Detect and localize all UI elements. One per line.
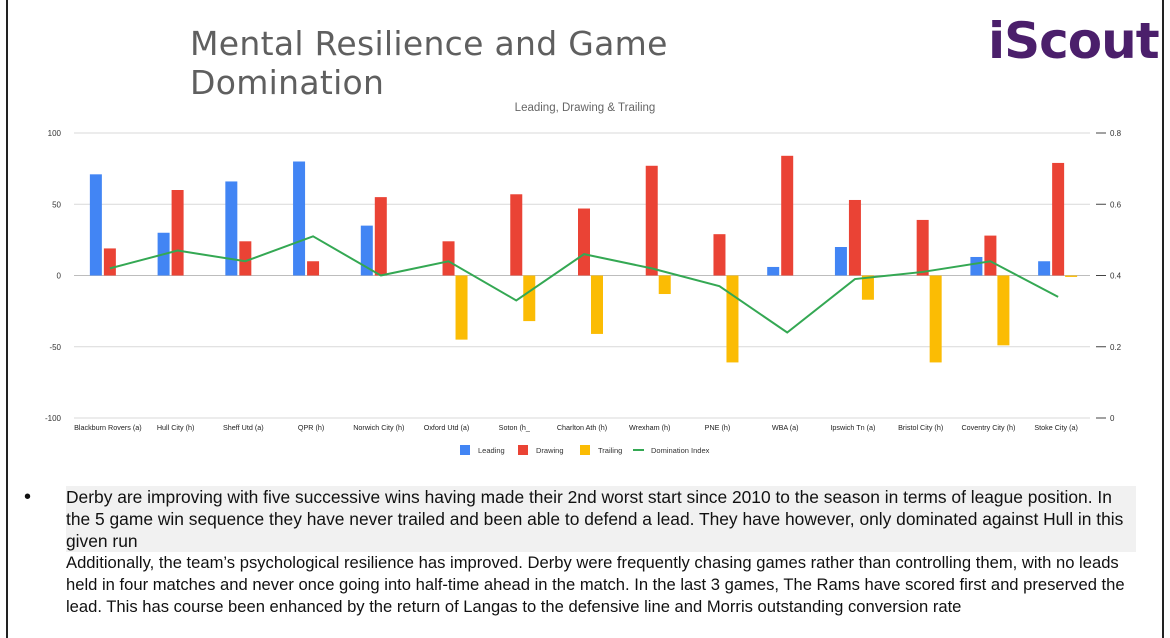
drawing-bar (848, 199, 861, 276)
x-tick-label: Sheff Utd (a) (223, 423, 264, 432)
y2-tick-label: 0.4 (1110, 272, 1122, 281)
y2-tick-label: 0.2 (1110, 343, 1122, 352)
trailing-bar (591, 275, 603, 334)
y-tick-label: -50 (49, 343, 61, 352)
x-tick-label: Ipswich Tn (a) (830, 423, 875, 432)
x-tick-label: Hull City (h) (157, 423, 195, 432)
leading-bar (834, 247, 847, 276)
drawing-bar (442, 241, 455, 276)
bullet-text: Derby are improving with five successive… (66, 486, 1136, 552)
trailing-bar (861, 275, 874, 300)
domination-index-line (109, 235, 1059, 334)
iscout-logo: iScout (988, 12, 1160, 70)
x-tick-label: PNE (h) (705, 423, 731, 432)
x-tick-label: Stoke City (a) (1034, 423, 1078, 432)
bullet-icon: • (24, 486, 32, 508)
legend-label: Leading (478, 446, 505, 455)
y-tick-label: -100 (45, 414, 62, 423)
drawing-bar (171, 190, 184, 276)
legend-label: Drawing (536, 446, 564, 455)
trailing-bar (726, 275, 739, 363)
x-tick-label: Wrexham (h) (629, 423, 670, 432)
y2-tick-label: 0 (1110, 414, 1115, 423)
leading-bar (1038, 261, 1051, 276)
y2-tick-label: 0.8 (1110, 129, 1122, 138)
legend-label: Domination Index (651, 446, 710, 455)
drawing-bar (781, 155, 794, 276)
drawing-bar (103, 248, 116, 276)
x-tick-label: WBA (a) (772, 423, 799, 432)
leading-bar (225, 181, 238, 276)
trailing-bar (523, 275, 536, 322)
trailing-bar (658, 275, 671, 295)
y-tick-label: 0 (57, 272, 62, 281)
leading-bar (767, 266, 780, 276)
drawing-bar (307, 261, 320, 276)
trailing-bar (455, 275, 468, 340)
y2-tick-label: 0.6 (1110, 200, 1122, 209)
drawing-bar (713, 234, 726, 276)
trailing-bar (929, 275, 942, 363)
drawing-bar (645, 165, 658, 276)
trailing-bar (997, 275, 1010, 346)
drawing-bar (578, 208, 590, 276)
notes-section: • Derby are improving with five successi… (24, 486, 1144, 618)
x-tick-label: Norwich City (h) (353, 423, 404, 432)
x-tick-label: Oxford Utd (a) (424, 423, 470, 432)
trailing-bar (1065, 275, 1078, 277)
leading-drawing-trailing-chart: Leading, Drawing & Trailing 100 50 0 -50 -10… (45, 102, 1122, 455)
y-tick-label: 50 (52, 200, 61, 209)
x-tick-label: Coventry City (h) (961, 423, 1015, 432)
leading-bar (293, 161, 306, 276)
drawing-bar (984, 235, 997, 276)
x-tick-label: Blackburn Rovers (a) (74, 423, 142, 432)
drawing-bar (1052, 162, 1065, 276)
x-tick-label: Charlton Ath (h) (557, 423, 607, 432)
x-tick-label: QPR (h) (298, 423, 324, 432)
x-tick-label: Soton (h_ (499, 423, 531, 432)
legend-swatch (460, 445, 470, 455)
paragraph-text: Additionally, the team’s psychological r… (66, 553, 1125, 616)
drawing-bar (510, 194, 523, 276)
drawing-bar (916, 219, 929, 276)
leading-bar (360, 225, 373, 276)
legend-swatch (518, 445, 528, 455)
leading-bar (970, 256, 983, 276)
leading-bar (89, 174, 102, 276)
chart-title: Leading, Drawing & Trailing (515, 102, 656, 114)
slide-frame (6, 0, 1164, 638)
page-title: Mental Resilience and Game Domination (190, 24, 668, 102)
x-tick-label: Bristol City (h) (898, 423, 943, 432)
legend-swatch (580, 445, 590, 455)
drawing-bar (239, 241, 252, 276)
legend-label: Trailing (598, 446, 622, 455)
drawing-bar (374, 197, 387, 276)
y-tick-label: 100 (48, 129, 62, 138)
